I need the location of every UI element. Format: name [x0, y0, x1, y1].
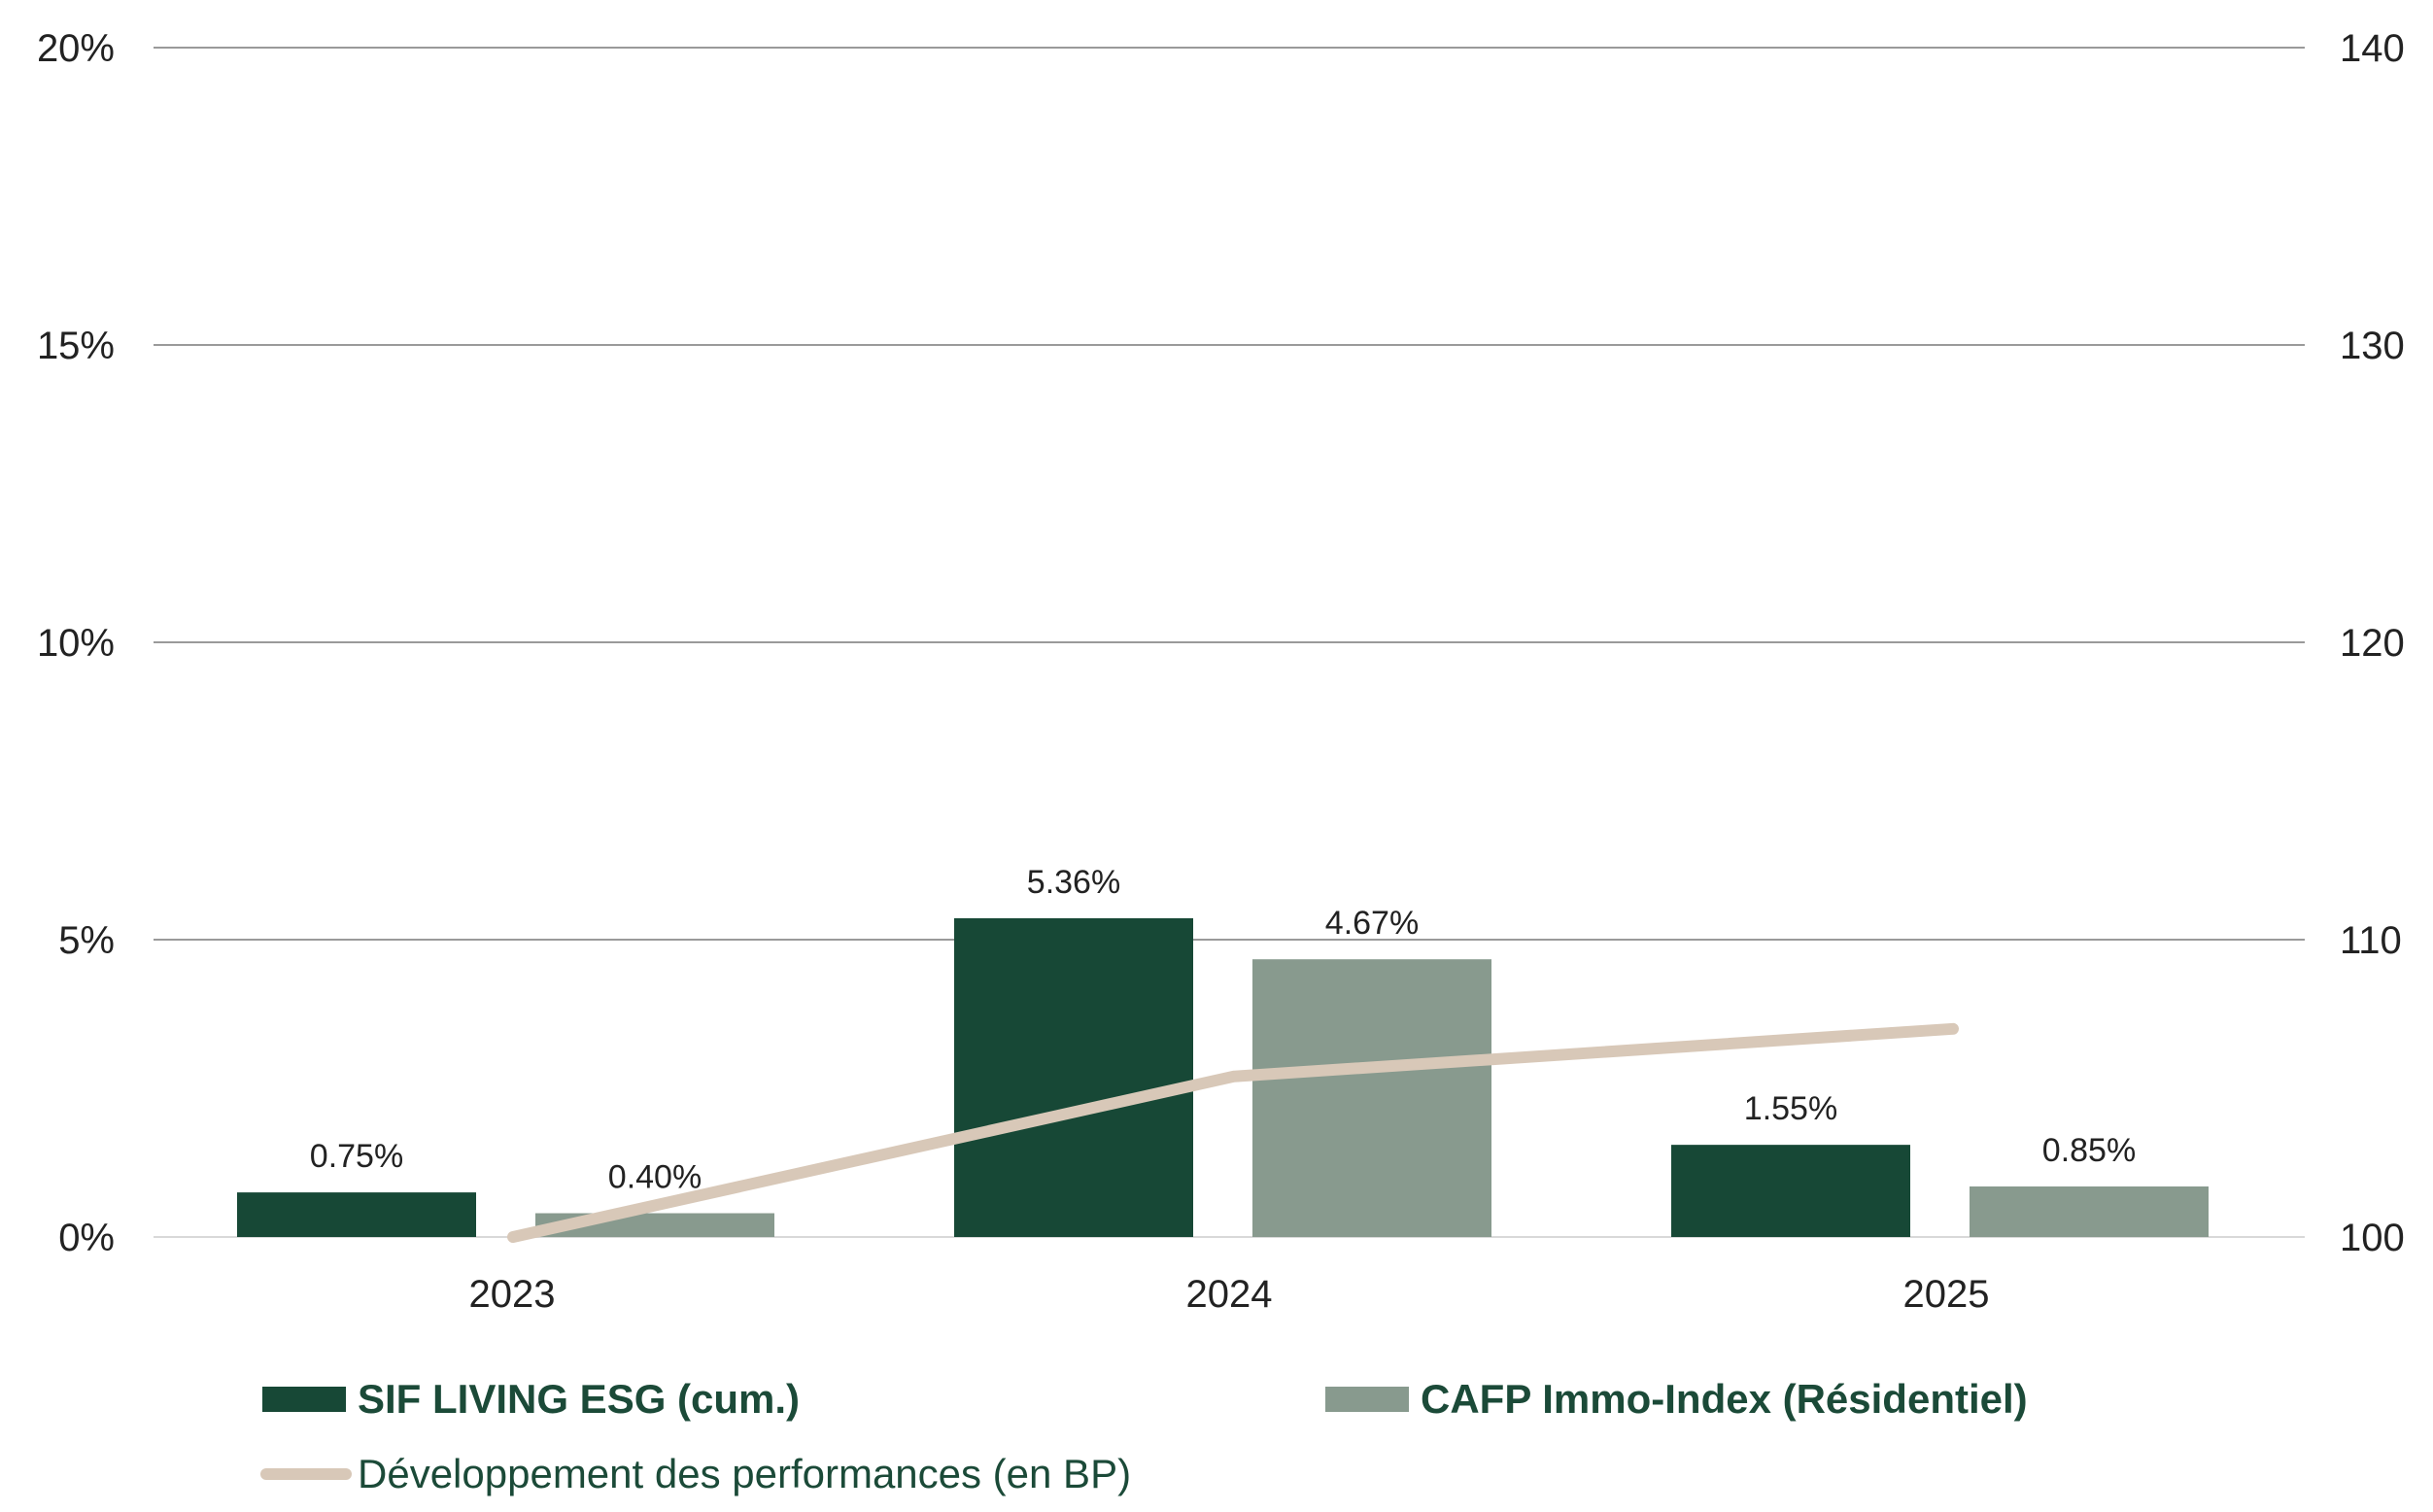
bar-data-label: 5.36% [1027, 864, 1120, 901]
legend-swatch-cafp-immo-index [1325, 1387, 1409, 1412]
y-right-tick-label: 120 [2340, 622, 2405, 665]
y-right-tick-label: 110 [2340, 919, 2402, 962]
bar-data-label: 4.67% [1325, 905, 1419, 942]
x-tick-label: 2023 [469, 1273, 556, 1316]
y-left-tick-label: 15% [37, 325, 115, 367]
performance-line [507, 1022, 1959, 1243]
x-tick-label: 2025 [1903, 1273, 1990, 1316]
bar-cafp-immo-index [1970, 1186, 2209, 1237]
bar-data-label: 1.55% [1744, 1090, 1837, 1127]
y-left-tick-label: 20% [37, 27, 115, 70]
legend: SIF LIVING ESG (cum.) CAFP Immo-Index (Ré… [260, 1376, 2028, 1496]
gridlines [154, 47, 2305, 1238]
y-right-tick-label: 140 [2340, 27, 2405, 70]
y-right-tick-label: 100 [2340, 1217, 2405, 1259]
bar-data-label: 0.85% [2042, 1132, 2136, 1169]
x-tick-label: 2024 [1186, 1273, 1273, 1316]
bar-sif-living-esg [954, 917, 1193, 1237]
axis-labels: 0% 5% 10% 15% 20% 100 110 120 130 140 2023 2024 2025 [37, 27, 2405, 1316]
data-labels: 0.75% 5.36% 1.55% 0.40% 4.67% 0.85% [310, 864, 2136, 1196]
legend-label-performance: Développement des performances (en BP) [358, 1451, 1131, 1496]
bar-sif-living-esg [1671, 1145, 1910, 1237]
y-left-tick-label: 10% [37, 622, 115, 665]
y-right-tick-label: 130 [2340, 325, 2405, 367]
legend-label-cafp-immo-index: CAFP Immo-Index (Résidentiel) [1421, 1376, 2028, 1422]
bar-cafp-immo-index [1252, 959, 1491, 1237]
performance-line-group [507, 1022, 1959, 1243]
bar-data-label: 0.75% [310, 1138, 403, 1175]
y-left-tick-label: 0% [58, 1217, 115, 1259]
legend-swatch-sif-living-esg [262, 1387, 346, 1412]
bar-data-label: 0.40% [608, 1159, 702, 1196]
y-left-tick-label: 5% [58, 919, 115, 962]
bar-sif-living-esg [237, 1192, 476, 1237]
bars [237, 917, 2209, 1237]
legend-label-sif-living-esg: SIF LIVING ESG (cum.) [358, 1376, 800, 1422]
